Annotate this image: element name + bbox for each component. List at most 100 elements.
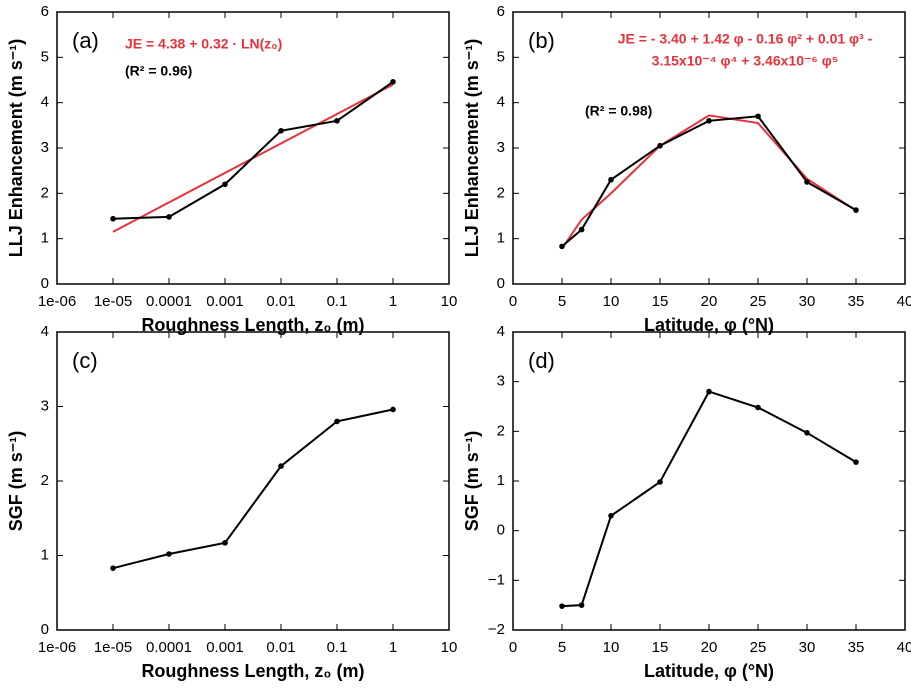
y-tick-label: 3 bbox=[497, 373, 505, 390]
y-tick-label: 4 bbox=[497, 94, 505, 111]
x-tick-label: 1e-05 bbox=[94, 293, 132, 310]
x-tick-label: 1e-06 bbox=[38, 639, 76, 656]
x-tick-label: 15 bbox=[652, 639, 669, 656]
x-tick-label: 0.01 bbox=[266, 639, 295, 656]
annotation: JE = - 3.40 + 1.42 φ - 0.16 φ² + 0.01 φ³… bbox=[618, 31, 873, 47]
data-point bbox=[278, 463, 284, 469]
y-tick-label: 2 bbox=[41, 184, 49, 201]
y-tick-label: 2 bbox=[41, 472, 49, 489]
y-axis-label: SGF (m s⁻¹) bbox=[462, 431, 482, 532]
x-tick-label: 0.001 bbox=[206, 639, 244, 656]
series-line bbox=[112, 408, 394, 570]
y-tick-label: 0 bbox=[497, 275, 505, 292]
x-tick-label: 10 bbox=[603, 293, 620, 310]
data-point bbox=[334, 418, 340, 425]
series-line bbox=[561, 114, 857, 250]
series-line bbox=[112, 80, 394, 220]
data-point bbox=[706, 388, 712, 395]
x-axis-label: Roughness Length, z₀ (m) bbox=[141, 661, 364, 681]
panel-label: (c) bbox=[72, 348, 98, 373]
y-tick-label: 5 bbox=[41, 48, 49, 65]
annotation: (R² = 0.96) bbox=[125, 63, 192, 79]
x-tick-label: 25 bbox=[750, 293, 767, 310]
y-tick-label: 3 bbox=[41, 139, 49, 156]
x-tick-label: 25 bbox=[750, 639, 767, 656]
x-tick-label: 35 bbox=[848, 639, 865, 656]
y-tick-label: 3 bbox=[497, 139, 505, 156]
y-tick-label: 2 bbox=[497, 422, 505, 439]
panel-label: (d) bbox=[528, 348, 555, 373]
data-point bbox=[559, 603, 565, 609]
x-tick-label: 20 bbox=[701, 293, 718, 310]
panel-label: (b) bbox=[528, 28, 555, 53]
annotation: JE = 4.38 + 0.32 · LN(z₀) bbox=[125, 36, 282, 52]
data-point bbox=[390, 79, 396, 85]
series-line bbox=[561, 115, 857, 248]
y-tick-label: 5 bbox=[497, 48, 505, 65]
x-axis-label: Roughness Length, z₀ (m) bbox=[141, 315, 364, 335]
x-tick-label: 35 bbox=[848, 293, 865, 310]
y-tick-label: 3 bbox=[41, 397, 49, 414]
data-point bbox=[559, 243, 565, 250]
series-line bbox=[561, 390, 857, 608]
x-tick-label: 0.1 bbox=[327, 639, 348, 656]
y-tick-label: 4 bbox=[41, 323, 49, 340]
x-tick-label: 1e-06 bbox=[38, 293, 76, 310]
data-point bbox=[578, 226, 585, 233]
y-tick-label: 2 bbox=[497, 184, 505, 201]
y-tick-label: 6 bbox=[497, 3, 505, 20]
data-point bbox=[657, 142, 663, 149]
data-point bbox=[853, 207, 859, 213]
x-tick-label: 5 bbox=[558, 293, 566, 310]
plot-frame bbox=[56, 331, 450, 631]
y-tick-label: 4 bbox=[41, 94, 49, 111]
x-axis-label: Latitude, φ (°N) bbox=[644, 315, 774, 335]
y-tick-label: 1 bbox=[497, 472, 505, 489]
data-point bbox=[166, 551, 172, 557]
x-tick-label: 1 bbox=[389, 293, 397, 310]
data-point bbox=[110, 215, 116, 222]
y-tick-label: 0 bbox=[41, 621, 49, 638]
y-tick-label: 1 bbox=[41, 546, 49, 563]
y-axis-label: LLJ Enhancement (m s⁻¹) bbox=[6, 39, 26, 258]
x-tick-label: 1e-05 bbox=[94, 639, 132, 656]
data-point bbox=[110, 565, 116, 571]
x-tick-label: 0 bbox=[509, 639, 517, 656]
data-point bbox=[278, 127, 284, 134]
y-tick-label: −1 bbox=[488, 571, 505, 588]
plot-frame bbox=[56, 11, 450, 285]
x-tick-label: 5 bbox=[558, 639, 566, 656]
x-tick-label: 0 bbox=[509, 293, 517, 310]
y-axis-label: LLJ Enhancement (m s⁻¹) bbox=[462, 39, 482, 258]
x-tick-label: 10 bbox=[441, 639, 458, 656]
data-point bbox=[390, 406, 396, 413]
y-tick-label: 0 bbox=[497, 522, 505, 539]
x-tick-label: 20 bbox=[701, 639, 718, 656]
x-tick-label: 40 bbox=[897, 293, 911, 310]
data-point bbox=[578, 602, 585, 608]
y-tick-label: 0 bbox=[41, 275, 49, 292]
data-point bbox=[222, 181, 228, 188]
x-tick-label: 30 bbox=[799, 639, 816, 656]
x-tick-label: 0.001 bbox=[206, 293, 244, 310]
y-tick-label: 1 bbox=[497, 230, 505, 247]
x-tick-label: 0.1 bbox=[327, 293, 348, 310]
data-point bbox=[755, 113, 761, 120]
y-axis-label: SGF (m s⁻¹) bbox=[6, 431, 26, 532]
x-axis-label: Latitude, φ (°N) bbox=[644, 661, 774, 681]
x-tick-label: 30 bbox=[799, 293, 816, 310]
data-point bbox=[755, 404, 761, 411]
x-tick-label: 0.01 bbox=[266, 293, 295, 310]
data-point bbox=[706, 118, 712, 124]
data-point bbox=[222, 540, 228, 546]
data-point bbox=[804, 179, 810, 185]
y-tick-label: 6 bbox=[41, 3, 49, 20]
data-point bbox=[608, 512, 614, 519]
data-point bbox=[853, 459, 859, 465]
data-point bbox=[608, 176, 614, 183]
x-tick-label: 10 bbox=[441, 293, 458, 310]
x-tick-label: 1 bbox=[389, 639, 397, 656]
y-tick-label: 1 bbox=[41, 230, 49, 247]
x-tick-label: 40 bbox=[897, 639, 911, 656]
